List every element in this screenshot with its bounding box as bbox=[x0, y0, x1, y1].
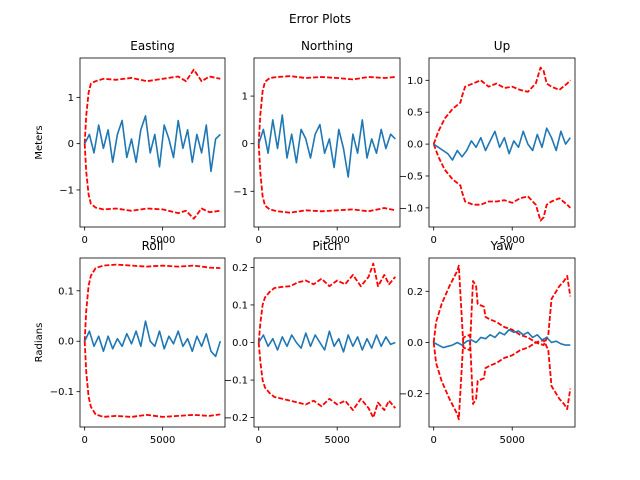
series-line-1 bbox=[257, 342, 396, 419]
subplot-title: Northing bbox=[301, 39, 353, 53]
series-line-1 bbox=[83, 341, 221, 418]
y-tick-label: −0.5 bbox=[399, 171, 423, 182]
series-group bbox=[257, 262, 396, 419]
x-tick-label: 0 bbox=[431, 235, 437, 246]
x-tick-label: 5000 bbox=[499, 435, 524, 446]
figure-suptitle: Error Plots bbox=[289, 12, 351, 26]
y-tick-label: −1 bbox=[59, 185, 74, 196]
y-tick-label: 1.0 bbox=[407, 76, 423, 87]
series-group bbox=[257, 75, 396, 214]
x-tick-label: 5000 bbox=[150, 435, 175, 446]
y-tick-label: 0.1 bbox=[232, 300, 248, 311]
y-tick-label: 0.0 bbox=[232, 338, 248, 349]
series-group bbox=[83, 68, 221, 220]
subplot-title: Pitch bbox=[312, 239, 341, 253]
subplot-2: −1.0 −0.5 0.0 0.5 1.0 0 5000 Up bbox=[399, 39, 576, 246]
y-tick-label: 0 bbox=[68, 139, 74, 150]
y-axis-label: Meters bbox=[34, 125, 45, 159]
y-tick-label: 0.2 bbox=[232, 263, 248, 274]
x-tick-label: 5000 bbox=[324, 235, 349, 246]
y-tick-label: 0 bbox=[242, 139, 248, 150]
y-tick-label: 1 bbox=[242, 92, 248, 103]
y-tick-label: −1 bbox=[233, 187, 248, 198]
x-tick-label: 0 bbox=[81, 435, 87, 446]
x-tick-label: 0 bbox=[431, 435, 437, 446]
x-tick-label: 0 bbox=[81, 235, 87, 246]
series-line-0 bbox=[432, 264, 572, 352]
y-tick-label: 0.0 bbox=[407, 140, 423, 151]
x-tick-label: 5000 bbox=[150, 235, 175, 246]
x-tick-label: 5000 bbox=[499, 235, 524, 246]
y-tick-label: −0.1 bbox=[224, 376, 248, 387]
x-tick-label: 0 bbox=[256, 235, 262, 246]
series-line-0 bbox=[432, 66, 571, 145]
axes-frame bbox=[253, 57, 401, 228]
y-tick-label: −0.2 bbox=[399, 389, 423, 400]
subplot-title: Easting bbox=[130, 39, 174, 53]
series-line-0 bbox=[83, 263, 221, 342]
subplot-0: −1 0 1 0 5000 Easting Meters bbox=[34, 39, 226, 246]
series-line-0 bbox=[83, 68, 221, 144]
axes-frame bbox=[79, 257, 226, 428]
series-line-2 bbox=[258, 330, 396, 353]
subplot-5: −0.2 0.0 0.2 0 5000 Yaw bbox=[399, 239, 576, 446]
y-tick-label: 0.2 bbox=[407, 287, 423, 298]
subplot-title: Up bbox=[494, 39, 510, 53]
y-tick-label: 1 bbox=[68, 93, 74, 104]
series-group bbox=[83, 263, 222, 418]
y-tick-label: −0.2 bbox=[224, 413, 248, 424]
subplot-title: Yaw bbox=[490, 239, 514, 253]
series-line-1 bbox=[432, 333, 572, 421]
series-line-1 bbox=[257, 143, 396, 214]
series-line-2 bbox=[83, 115, 221, 173]
subplot-3: −0.1 0.0 0.1 0 5000 Roll Radians bbox=[34, 239, 226, 446]
series-line-2 bbox=[257, 114, 396, 178]
series-line-2 bbox=[433, 127, 571, 161]
y-tick-label: 0.5 bbox=[407, 108, 423, 119]
y-tick-label: 0.1 bbox=[58, 286, 74, 297]
subplot-4: −0.2 −0.1 0.0 0.1 0.2 0 5000 Pitch bbox=[224, 239, 401, 446]
series-line-2 bbox=[433, 328, 571, 349]
series-line-2 bbox=[83, 320, 222, 358]
y-axis-label: Radians bbox=[34, 323, 45, 363]
y-tick-label: 0.0 bbox=[407, 338, 423, 349]
subplot-1: −1 0 1 0 5000 Northing bbox=[233, 39, 401, 246]
series-line-1 bbox=[83, 143, 221, 220]
x-tick-label: 0 bbox=[256, 435, 262, 446]
series-line-0 bbox=[257, 262, 396, 343]
series-group bbox=[432, 66, 571, 222]
y-tick-label: −1.0 bbox=[399, 203, 423, 214]
axes-frame bbox=[79, 57, 226, 228]
y-tick-label: −0.1 bbox=[50, 387, 74, 398]
subplot-title: Roll bbox=[142, 239, 164, 253]
series-group bbox=[432, 264, 572, 421]
y-tick-label: 0.0 bbox=[58, 337, 74, 348]
x-tick-label: 5000 bbox=[324, 435, 349, 446]
series-line-1 bbox=[432, 143, 571, 222]
series-line-0 bbox=[257, 75, 396, 144]
axes-frame bbox=[428, 57, 576, 228]
